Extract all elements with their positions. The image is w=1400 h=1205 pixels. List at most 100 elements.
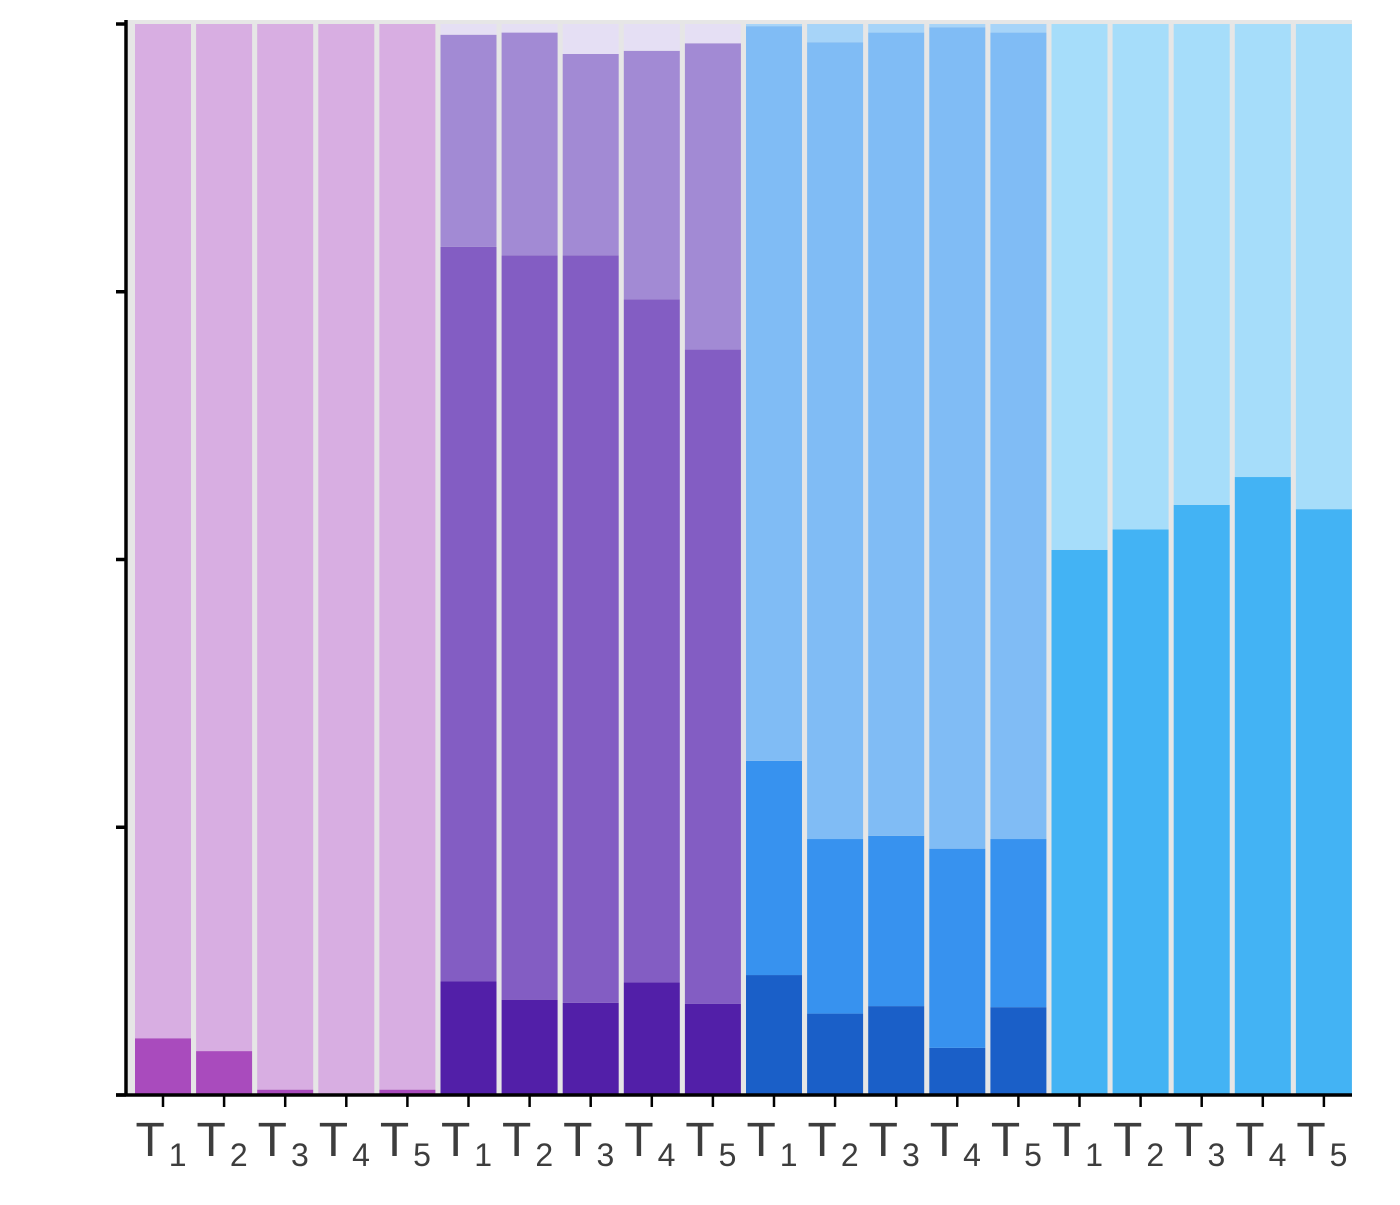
bar-segment xyxy=(990,24,1047,33)
bar-segment xyxy=(440,981,497,1095)
bar-segment xyxy=(501,999,558,1095)
bar-segment xyxy=(868,1006,925,1095)
bar-segment xyxy=(929,848,986,1048)
bars-layer xyxy=(135,24,1352,1095)
bar-segment xyxy=(257,1089,314,1095)
bar-segment xyxy=(501,255,558,1000)
bar-segment xyxy=(257,24,314,1090)
bar-group xyxy=(929,24,986,1095)
bar-segment xyxy=(501,32,558,256)
bar-segment xyxy=(623,50,680,300)
bar-segment xyxy=(929,1047,986,1095)
bar-segment xyxy=(379,24,436,1090)
bar-segment xyxy=(684,349,741,1004)
bar-segment xyxy=(990,1007,1047,1095)
bar-group xyxy=(379,24,436,1095)
bar-group xyxy=(1295,24,1352,1095)
bar-segment xyxy=(1234,477,1291,1095)
bar-segment xyxy=(990,839,1047,1008)
bar-segment xyxy=(1173,504,1230,1095)
bar-group xyxy=(1112,24,1169,1095)
bar-group xyxy=(318,24,375,1095)
bar-segment xyxy=(684,24,741,44)
bar-group xyxy=(440,24,497,1095)
bar-group xyxy=(257,24,314,1095)
bar-segment xyxy=(868,835,925,1007)
bar-segment xyxy=(807,839,864,1014)
bar-segment xyxy=(929,24,986,28)
bar-segment xyxy=(1112,24,1169,530)
bar-segment xyxy=(379,1089,436,1095)
bar-group xyxy=(868,24,925,1095)
bar-segment xyxy=(929,27,986,849)
bar-segment xyxy=(1051,24,1108,550)
bar-segment xyxy=(135,24,191,1039)
bar-segment xyxy=(562,53,619,256)
bar-segment xyxy=(1295,509,1352,1095)
bar-segment xyxy=(623,982,680,1095)
bar-segment xyxy=(807,24,864,43)
bar-group xyxy=(746,24,802,1095)
bar-group xyxy=(623,24,680,1095)
bar-segment xyxy=(623,24,680,51)
bar-segment xyxy=(868,24,925,33)
bar-group xyxy=(1234,24,1291,1095)
bar-segment xyxy=(1295,24,1352,510)
bar-group xyxy=(135,24,191,1095)
bar-group xyxy=(990,24,1047,1095)
bar-segment xyxy=(1234,24,1291,478)
bar-segment xyxy=(807,42,864,840)
bar-segment xyxy=(746,24,802,27)
bar-segment xyxy=(1112,529,1169,1095)
bar-segment xyxy=(440,34,497,247)
bar-segment xyxy=(990,32,1047,840)
bar-group xyxy=(1173,24,1230,1095)
axes-layer xyxy=(116,20,1352,1107)
bar-segment xyxy=(318,24,375,1094)
bar-segment xyxy=(562,255,619,1003)
bar-segment xyxy=(562,24,619,54)
bar-segment xyxy=(684,1003,741,1095)
bar-segment xyxy=(440,246,497,982)
bar-segment xyxy=(868,32,925,836)
bar-segment xyxy=(501,24,558,33)
bar-group xyxy=(196,24,253,1095)
bar-segment xyxy=(746,975,802,1095)
bar-segment xyxy=(807,1013,864,1095)
bar-group xyxy=(1051,24,1108,1095)
bar-group xyxy=(562,24,619,1095)
bar-segment xyxy=(684,43,741,350)
bar-segment xyxy=(135,1038,191,1095)
bar-group xyxy=(501,24,558,1095)
bar-segment xyxy=(562,1002,619,1095)
bar-group xyxy=(684,24,741,1095)
bar-segment xyxy=(623,299,680,983)
bar-segment xyxy=(746,26,802,761)
bar-segment xyxy=(1173,24,1230,505)
bar-segment xyxy=(746,760,802,976)
bar-segment xyxy=(440,24,497,35)
bar-group xyxy=(807,24,864,1095)
